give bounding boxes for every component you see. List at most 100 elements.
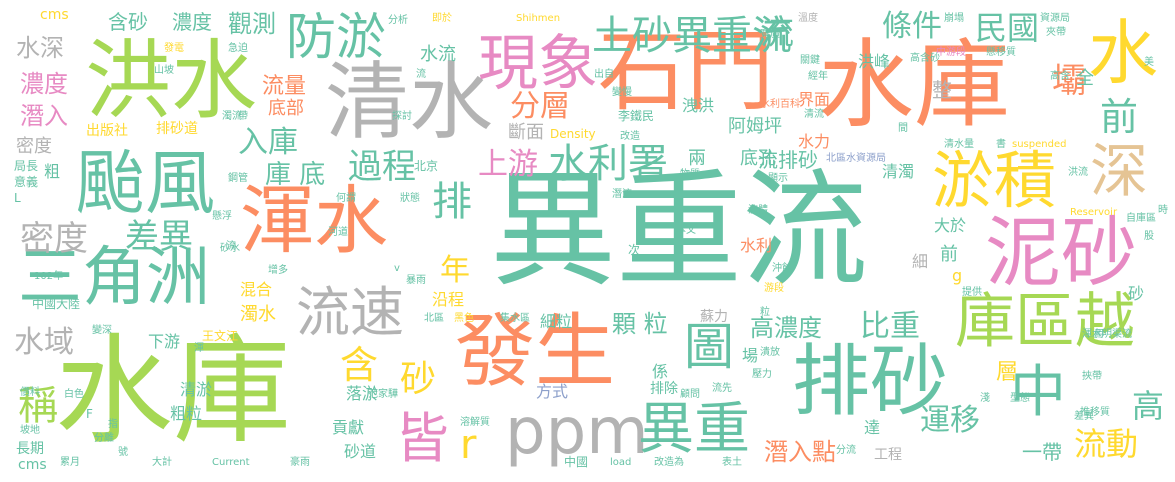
- word: 經年: [808, 71, 828, 82]
- word: 鋼管: [228, 173, 248, 184]
- word: 間: [898, 123, 908, 134]
- word: 渾水明渠流: [1082, 329, 1132, 340]
- word: cms: [18, 457, 47, 473]
- word: 排砂道: [156, 121, 198, 137]
- word: Shihmen: [516, 13, 561, 24]
- word: 濃度: [20, 70, 68, 98]
- word: 全: [1076, 68, 1094, 89]
- word: 北區水資源局: [826, 153, 886, 164]
- word: 書: [996, 139, 1006, 150]
- word: 底孔: [740, 148, 776, 169]
- word: 深: [1090, 137, 1149, 205]
- word: 美: [1144, 57, 1154, 68]
- word: 砂水: [220, 243, 240, 254]
- word: 淺: [980, 393, 990, 404]
- word: 防淤: [286, 8, 386, 66]
- word: 年: [440, 253, 470, 288]
- word: 含砂: [108, 10, 148, 34]
- word: 水庫: [818, 29, 1010, 141]
- word: 急迫: [228, 43, 248, 54]
- word: 颱風: [75, 142, 215, 224]
- word: 排: [432, 179, 472, 225]
- word: 流速: [296, 281, 404, 344]
- word: 淤積: [932, 144, 1057, 217]
- word: cms: [40, 7, 69, 23]
- word: L: [14, 191, 21, 205]
- word: 范家驊: [368, 389, 398, 400]
- word: 水力: [798, 132, 831, 151]
- word: 懸浮: [212, 211, 232, 222]
- word: 清淤: [180, 380, 213, 399]
- word: 變慢: [612, 87, 632, 98]
- word: 關鍵: [800, 55, 820, 66]
- word: 前: [1100, 95, 1139, 139]
- word: 高含: [1050, 71, 1070, 82]
- word: 比重: [860, 309, 920, 344]
- word: 本文: [676, 225, 696, 236]
- word: 沖蝕: [772, 263, 792, 274]
- word: 現象: [478, 29, 598, 99]
- word: 白色: [64, 389, 84, 400]
- word: 壓力: [752, 369, 772, 380]
- word: 工程: [874, 447, 902, 463]
- word: g: [952, 266, 963, 285]
- word: 差異: [1074, 411, 1094, 422]
- word: 探討: [392, 111, 412, 122]
- word: 潰放: [760, 347, 780, 358]
- word: 顧問: [680, 389, 700, 400]
- word: 達: [864, 418, 881, 437]
- word: 溶解質: [460, 417, 490, 428]
- word: 庫 底: [265, 160, 326, 190]
- word: 分析: [388, 15, 408, 26]
- word: Density: [550, 127, 596, 141]
- word: 變深: [92, 325, 112, 336]
- word: 何謂: [336, 193, 356, 204]
- word: 中國: [564, 455, 589, 469]
- word: 清流: [804, 109, 824, 120]
- word: 沿程: [432, 290, 465, 309]
- word: 砂: [400, 359, 437, 400]
- word: 增多: [268, 265, 288, 276]
- word: 三角洲: [18, 241, 210, 315]
- word: 洪水: [85, 31, 257, 131]
- word: 山坡: [154, 65, 174, 76]
- word: 王文江: [202, 329, 239, 343]
- word: 帶: [238, 111, 248, 122]
- word: 自庫區: [1126, 213, 1156, 224]
- word: 條件: [882, 9, 942, 44]
- word: 李鐵民: [618, 109, 655, 123]
- word: 高濃度: [750, 314, 822, 342]
- word: F: [86, 407, 93, 421]
- word: 渾: [194, 343, 204, 354]
- word: 表土: [722, 457, 742, 468]
- word: 洪峰: [858, 52, 891, 71]
- word: 蘇力: [700, 309, 728, 325]
- word: 顯示: [768, 173, 788, 184]
- word: 細粒: [540, 312, 573, 331]
- word: 挾帶: [1082, 371, 1102, 382]
- word: 過程: [348, 147, 416, 187]
- word: 密度: [16, 136, 52, 157]
- word: 河道: [328, 227, 348, 238]
- word: 提供: [962, 287, 982, 298]
- word: 流: [226, 241, 236, 252]
- word: 發電: [164, 43, 184, 54]
- word: 洪流: [1068, 167, 1088, 178]
- word: 中國大陸: [32, 297, 81, 311]
- word: 濃度: [172, 10, 212, 34]
- word: 兩: [688, 148, 706, 169]
- word: 異重: [638, 397, 750, 462]
- word: 時: [1158, 205, 1168, 216]
- word: 游段: [764, 283, 784, 294]
- word: 洩洪: [682, 96, 715, 115]
- word: 排除: [650, 381, 678, 397]
- word: 清水: [325, 53, 494, 151]
- word: 黑色: [454, 313, 474, 324]
- word: 意義: [14, 175, 39, 189]
- word: 貢獻: [332, 418, 365, 437]
- word: 資源局: [1040, 13, 1070, 24]
- word: 指: [108, 419, 118, 430]
- word: r: [460, 422, 477, 468]
- word: 前: [940, 244, 958, 265]
- word: 水: [1088, 12, 1158, 94]
